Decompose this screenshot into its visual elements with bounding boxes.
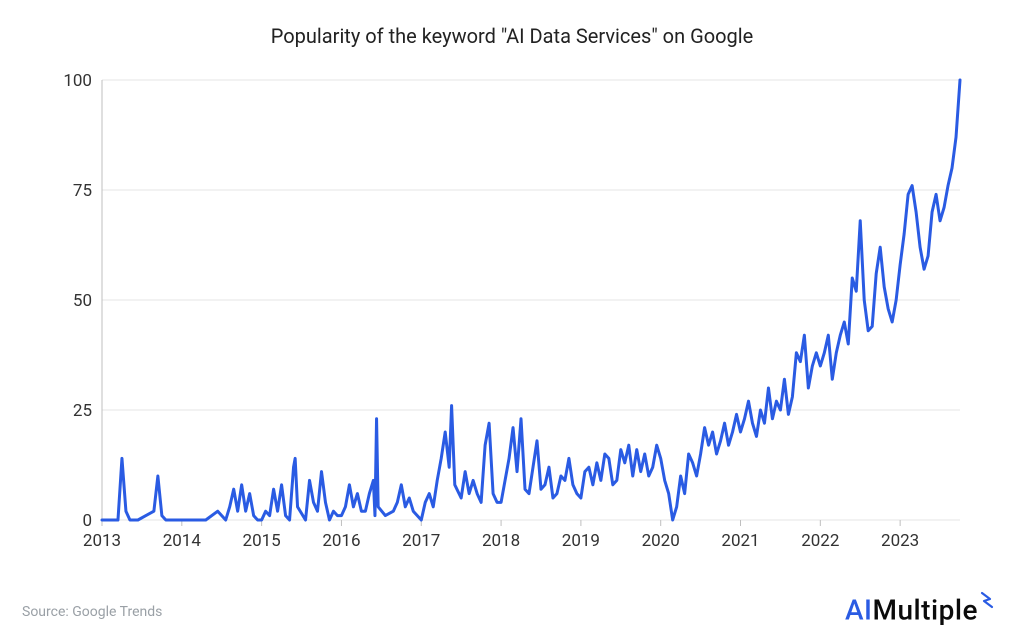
source-label: Source: Google Trends [22, 604, 162, 620]
y-tick-label: 75 [73, 181, 92, 201]
brand-tick-icon [980, 583, 994, 616]
x-tick-label: 2016 [322, 531, 360, 551]
y-tick-label: 0 [82, 511, 92, 531]
y-tick-label: 25 [73, 401, 92, 421]
x-tick-label: 2014 [163, 531, 202, 551]
x-tick-label: 2017 [402, 531, 440, 551]
x-tick-label: 2015 [243, 531, 281, 551]
brand-logo: AIMultiple [845, 583, 994, 626]
x-tick-label: 2013 [83, 531, 121, 551]
x-tick-label: 2022 [801, 531, 839, 551]
x-tick-label: 2018 [482, 531, 520, 551]
brand-prefix: AI [845, 593, 873, 626]
x-tick-label: 2023 [881, 531, 919, 551]
y-tick-label: 100 [63, 71, 92, 91]
chart-area: 0 25 50 75 100 2013 2014 2015 2016 2017 2018 2019 20… [40, 60, 980, 560]
x-tick-label: 2021 [721, 531, 759, 551]
y-tick-label: 50 [73, 291, 92, 311]
x-tick-label: 2019 [562, 531, 600, 551]
line-chart-svg: 0 25 50 75 100 2013 2014 2015 2016 2017 2018 2019 20… [40, 60, 980, 560]
x-tick-label: 2020 [642, 531, 680, 551]
chart-title: Popularity of the keyword "AI Data Servi… [0, 24, 1024, 48]
brand-rest: Multiple [872, 593, 978, 626]
chart-page: { "title": "Popularity of the keyword \"… [0, 0, 1024, 640]
